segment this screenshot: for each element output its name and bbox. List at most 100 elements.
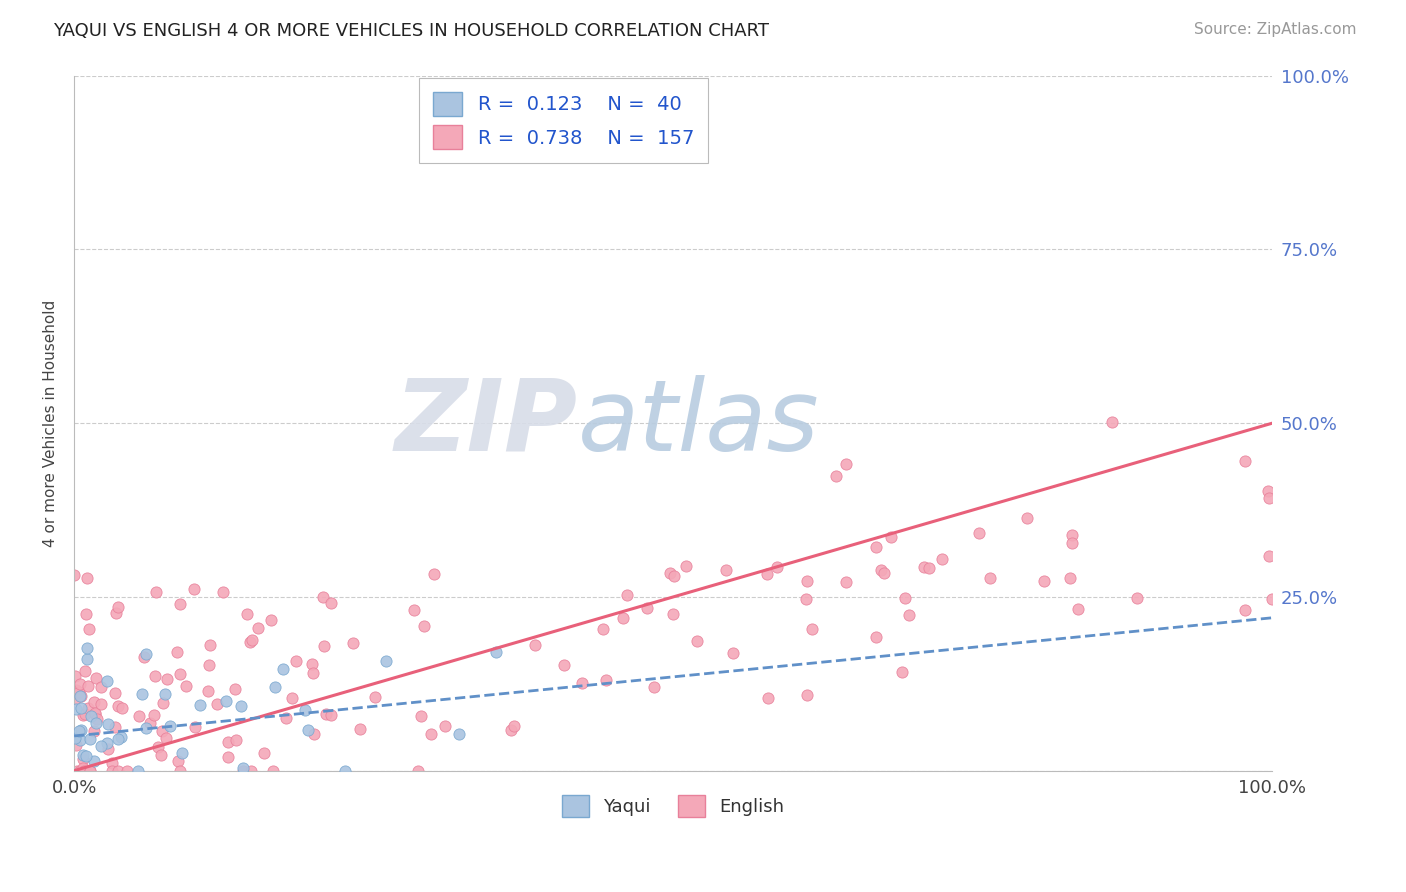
Point xyxy=(67,685,90,699)
Point xyxy=(1234,603,1257,617)
Point xyxy=(76,641,98,656)
Point xyxy=(967,525,990,540)
Point xyxy=(1261,591,1284,606)
Point xyxy=(205,697,228,711)
Point xyxy=(865,541,887,555)
Point xyxy=(84,706,107,720)
Point xyxy=(1033,574,1056,588)
Point xyxy=(90,739,112,753)
Point xyxy=(70,701,93,715)
Point xyxy=(1234,453,1257,467)
Point xyxy=(319,707,342,722)
Point xyxy=(756,691,779,706)
Point xyxy=(156,673,179,687)
Point xyxy=(183,582,205,596)
Point xyxy=(100,756,122,770)
Point xyxy=(349,722,371,736)
Point xyxy=(101,764,124,778)
Point xyxy=(77,679,100,693)
Point xyxy=(215,693,238,707)
Point xyxy=(262,764,284,778)
Point xyxy=(197,684,219,698)
Point xyxy=(69,724,91,739)
Point xyxy=(880,530,903,544)
Point xyxy=(76,571,98,585)
Point xyxy=(402,603,425,617)
Point xyxy=(979,571,1001,585)
Point xyxy=(70,723,93,737)
Text: YAQUI VS ENGLISH 4 OR MORE VEHICLES IN HOUSEHOLD CORRELATION CHART: YAQUI VS ENGLISH 4 OR MORE VEHICLES IN H… xyxy=(53,22,769,40)
Point xyxy=(321,596,343,610)
Point xyxy=(502,719,524,733)
Point xyxy=(184,720,207,734)
Point xyxy=(166,754,188,768)
Point xyxy=(723,646,745,660)
Point xyxy=(523,638,546,652)
Point xyxy=(1125,591,1147,605)
Point xyxy=(239,764,262,778)
Point xyxy=(890,665,912,679)
Point xyxy=(70,689,93,703)
Point xyxy=(756,567,779,582)
Point xyxy=(169,667,191,681)
Point xyxy=(636,600,658,615)
Point xyxy=(75,607,97,621)
Point xyxy=(232,761,254,775)
Point xyxy=(188,698,211,713)
Y-axis label: 4 or more Vehicles in Household: 4 or more Vehicles in Household xyxy=(44,300,58,547)
Point xyxy=(69,677,91,691)
Point xyxy=(153,687,176,701)
Point xyxy=(1067,601,1090,615)
Point xyxy=(83,695,105,709)
Point xyxy=(1062,536,1084,550)
Point xyxy=(145,584,167,599)
Point xyxy=(870,563,893,577)
Point xyxy=(447,727,470,741)
Point xyxy=(72,761,94,775)
Point xyxy=(104,686,127,700)
Point xyxy=(63,691,86,706)
Point xyxy=(662,607,685,622)
Point xyxy=(918,561,941,575)
Point xyxy=(271,662,294,676)
Point xyxy=(127,764,149,778)
Point xyxy=(312,640,335,654)
Point xyxy=(135,721,157,735)
Point xyxy=(86,712,108,726)
Point xyxy=(423,567,446,582)
Point xyxy=(198,638,221,652)
Point xyxy=(865,630,887,644)
Point xyxy=(281,691,304,706)
Point xyxy=(63,731,86,745)
Point xyxy=(110,730,132,744)
Point xyxy=(104,606,127,620)
Point xyxy=(342,635,364,649)
Point xyxy=(253,746,276,760)
Point xyxy=(796,688,818,702)
Point xyxy=(374,654,396,668)
Point xyxy=(83,724,105,739)
Point xyxy=(662,569,685,583)
Point xyxy=(104,719,127,733)
Point xyxy=(72,748,94,763)
Point xyxy=(1258,491,1281,505)
Point xyxy=(63,567,86,582)
Point xyxy=(152,696,174,710)
Point xyxy=(90,697,112,711)
Point xyxy=(301,657,323,671)
Point xyxy=(143,708,166,723)
Point xyxy=(63,684,86,698)
Point xyxy=(169,764,191,778)
Point xyxy=(235,607,257,621)
Point xyxy=(834,575,856,590)
Point xyxy=(595,673,617,688)
Point xyxy=(166,645,188,659)
Point xyxy=(873,566,896,581)
Point xyxy=(260,613,283,627)
Point xyxy=(333,764,356,778)
Point xyxy=(1101,415,1123,429)
Point xyxy=(571,675,593,690)
Point xyxy=(658,566,681,581)
Point xyxy=(65,683,87,698)
Point xyxy=(131,687,153,701)
